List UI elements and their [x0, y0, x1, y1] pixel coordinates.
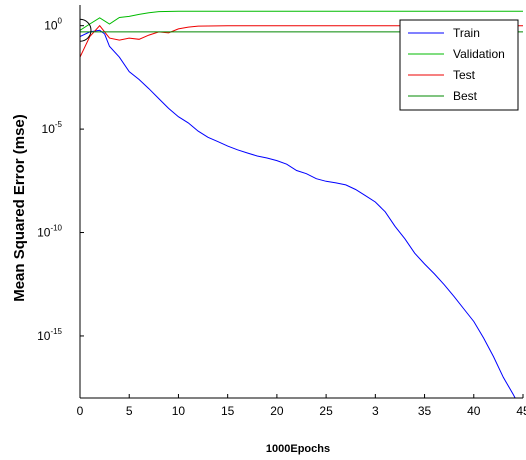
- x-tick-label: 25: [319, 404, 333, 418]
- x-tick-label: 35: [418, 404, 432, 418]
- series-line-validation: [80, 10, 523, 31]
- legend-label-validation: Validation: [453, 47, 505, 61]
- series-layer: [80, 10, 523, 398]
- y-tick-label: 10-15: [37, 327, 62, 343]
- x-tick-label: 0: [77, 404, 84, 418]
- legend: Train Validation Test Best: [399, 19, 519, 111]
- y-tick-label: 100: [44, 17, 62, 33]
- legend-label-test: Test: [453, 68, 476, 82]
- x-tick-label: 40: [467, 404, 481, 418]
- series-line-train: [80, 29, 516, 398]
- y-axis-title: Mean Squared Error (mse): [11, 114, 28, 302]
- x-tick-label: 10: [172, 404, 186, 418]
- x-tick-label: 5: [126, 404, 133, 418]
- legend-box: [399, 19, 519, 111]
- x-tick-label: 3: [372, 404, 379, 418]
- x-tick-label: 20: [270, 404, 284, 418]
- x-axis-title: 1000Epochs: [266, 443, 330, 455]
- x-tick-label: 15: [221, 404, 235, 418]
- y-tick-label: 10-5: [42, 120, 63, 136]
- x-tick-label: 45: [516, 404, 526, 418]
- y-tick-label: 10-10: [37, 224, 62, 240]
- best-epoch-marker: [80, 18, 92, 42]
- legend-label-best: Best: [453, 89, 478, 103]
- legend-label-train: Train: [453, 26, 480, 40]
- axes-layer: 0 5 10 15 20 25 3 35 40 45 100 10-5 10-10 10-15: [37, 5, 526, 418]
